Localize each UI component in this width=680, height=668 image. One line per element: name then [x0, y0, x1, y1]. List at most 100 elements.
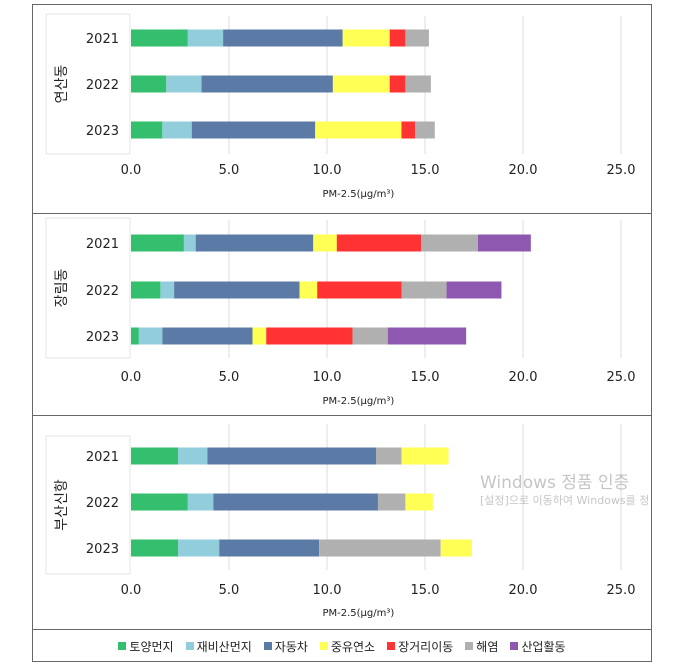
year-label: 2021 — [86, 237, 119, 252]
x-tick-label: 20.0 — [509, 163, 538, 178]
panel-chart: 연산동 2021 2022 2023 0.0 5.0 10.0 15.0 20.0 25.0 PM-… — [45, 13, 636, 200]
bar-segment — [352, 327, 388, 345]
legend-item: 자동차 — [263, 638, 308, 655]
legend-label: 재비산먼지 — [196, 639, 252, 654]
bar-segment — [377, 493, 406, 511]
bar-segment — [219, 539, 320, 557]
bar-segment — [421, 234, 478, 252]
bar-segment — [446, 281, 502, 299]
bar-segment — [405, 493, 433, 511]
legend-label: 자동차 — [274, 639, 308, 654]
watermark-line2: [설정]으로 이동하여 Windows를 정 — [480, 494, 650, 507]
year-label: 2022 — [86, 78, 119, 93]
bar-segment — [342, 29, 390, 47]
bar-segment — [299, 281, 318, 299]
bar-segment — [477, 234, 531, 252]
bar-segment — [405, 29, 429, 47]
legend-item: 해염 — [465, 638, 498, 655]
legend-item: 장거리이동 — [387, 638, 453, 655]
bar-segment — [131, 234, 184, 252]
bar-segment — [187, 493, 214, 511]
x-tick-label: 25.0 — [607, 163, 636, 178]
x-axis-title: PM-2.5(μg/m³) — [322, 396, 394, 407]
year-label: 2023 — [86, 542, 119, 557]
x-tick-label: 20.0 — [509, 370, 538, 385]
year-label: 2022 — [86, 496, 119, 511]
x-tick-label: 15.0 — [411, 163, 440, 178]
bar-segment — [138, 327, 163, 345]
x-tick-label: 0.0 — [121, 163, 142, 178]
legend-item: 재비산먼지 — [185, 638, 252, 655]
bar-segment — [131, 281, 161, 299]
bar-segment — [223, 29, 343, 47]
legend-swatch — [465, 642, 474, 650]
x-tick-label: 0.0 — [121, 583, 142, 598]
bar-segment — [207, 447, 376, 465]
bar-segment — [252, 327, 267, 345]
bar-segment — [178, 447, 208, 465]
bar-segment — [131, 493, 188, 511]
bar-segment — [319, 539, 441, 557]
x-tick-label: 10.0 — [313, 583, 342, 598]
legend-label: 토양먼지 — [129, 639, 174, 654]
legend-swatch — [387, 642, 396, 650]
legend-swatch — [510, 642, 519, 650]
panel-chart: 장림동 2021 2022 2023 0.0 5.0 10.0 15.0 20.0 25.0 PM-… — [45, 217, 636, 407]
bar-segment — [162, 121, 192, 139]
bar-segment — [440, 539, 473, 557]
x-tick-label: 5.0 — [219, 583, 240, 598]
bar-segment — [160, 281, 175, 299]
bar-segment — [131, 447, 179, 465]
bar-segment — [313, 234, 337, 252]
chart-frame — [32, 4, 652, 662]
x-tick-label: 15.0 — [411, 583, 440, 598]
group-label: 연산동 — [54, 65, 70, 104]
x-tick-label: 0.0 — [121, 370, 142, 385]
legend-label: 산업활동 — [521, 639, 566, 654]
category-box — [45, 217, 131, 359]
group-label: 부산신항 — [54, 479, 70, 531]
bar-segment — [332, 75, 390, 93]
bar-segment — [162, 327, 253, 345]
legend-label: 장거리이동 — [398, 639, 454, 654]
bar-segment — [401, 121, 416, 139]
legend-label: 중유연소 — [330, 639, 376, 654]
bar-segment — [174, 281, 300, 299]
bar-segment — [131, 75, 167, 93]
panel-busan-newport: 부산신항 2021 2022 2023 0.0 5.0 10.0 15.0 20.0 25.0 PM… — [32, 416, 652, 630]
bar-segment — [195, 234, 314, 252]
panel-jangnim: 장림동 2021 2022 2023 0.0 5.0 10.0 15.0 20.0 25.0 PM-… — [32, 214, 652, 416]
bar-segment — [315, 121, 402, 139]
bar-segment — [376, 447, 402, 465]
bar-segment — [131, 29, 188, 47]
bar-segment — [336, 234, 422, 252]
x-tick-label: 20.0 — [509, 583, 538, 598]
x-tick-label: 25.0 — [607, 370, 636, 385]
bar-segment — [401, 447, 449, 465]
x-tick-label: 15.0 — [411, 370, 440, 385]
x-tick-label: 10.0 — [313, 163, 342, 178]
legend-item: 토양먼지 — [118, 638, 174, 655]
bar-segment — [266, 327, 353, 345]
watermark-line1: Windows 정품 인증 — [480, 473, 630, 493]
bar-segment — [201, 75, 333, 93]
bar-segment — [178, 539, 220, 557]
legend-swatch — [263, 642, 272, 650]
panel-yeonsan: 연산동 2021 2022 2023 0.0 5.0 10.0 15.0 20.0 25.0 PM-… — [32, 4, 652, 214]
bar-segment — [131, 539, 179, 557]
x-tick-label: 10.0 — [313, 370, 342, 385]
category-box — [45, 435, 131, 575]
bar-segment — [415, 121, 435, 139]
legend-swatch — [319, 642, 328, 650]
bar-segment — [389, 29, 406, 47]
bar-segment — [387, 327, 467, 345]
x-tick-label: 5.0 — [219, 163, 240, 178]
bar-segment — [405, 75, 431, 93]
legend-item: 중유연소 — [319, 638, 376, 655]
legend-item: 산업활동 — [510, 638, 566, 655]
bar-segment — [401, 281, 447, 299]
year-label: 2022 — [86, 284, 119, 299]
x-tick-label: 25.0 — [607, 583, 636, 598]
bar-segment — [131, 121, 163, 139]
